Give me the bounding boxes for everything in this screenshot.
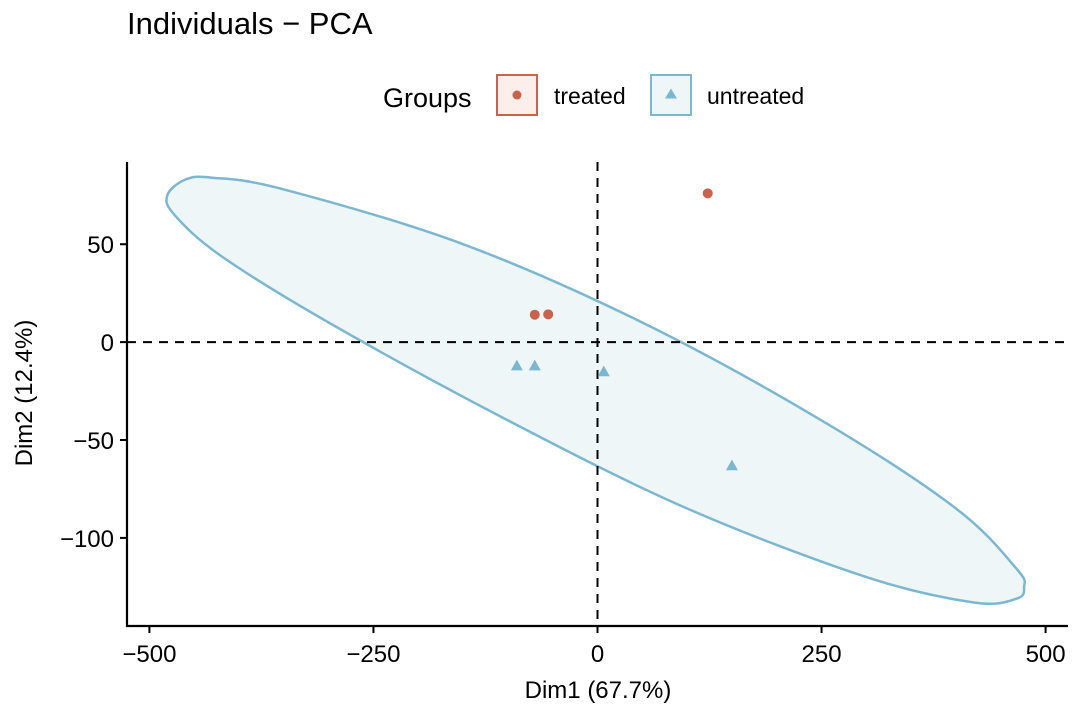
legend-label-treated: treated [554, 83, 626, 109]
y-tick-label: −100 [60, 526, 114, 553]
legend-title: Groups [383, 83, 472, 113]
y-tick-label: 0 [101, 330, 114, 357]
legend: Groups treated untreated [383, 74, 804, 116]
legend-label-untreated: untreated [707, 83, 804, 109]
legend-key-treated [496, 74, 538, 116]
point-untreated [725, 459, 738, 471]
y-tick-label: 50 [87, 232, 114, 259]
confidence-ellipse-layer [165, 175, 1027, 606]
legend-marker-treated [512, 90, 522, 100]
x-tick-label: −250 [346, 641, 400, 668]
y-tick-label: −50 [73, 428, 114, 455]
confidence-ellipse-untreated [165, 175, 1027, 606]
x-tick-label: 500 [1026, 641, 1066, 668]
reference-lines [127, 162, 1068, 626]
x-tick-label: 0 [591, 641, 604, 668]
chart-title: Individuals − PCA [127, 6, 373, 41]
axes [120, 162, 1068, 633]
point-treated [529, 309, 540, 320]
legend-marker-untreated [665, 88, 677, 99]
x-tick-label: 250 [802, 641, 842, 668]
point-untreated [510, 359, 523, 371]
point-untreated [597, 365, 610, 377]
y-axis-label: Dim2 (12.4%) [11, 320, 38, 467]
point-untreated [528, 359, 541, 371]
x-axis-label: Dim1 (67.7%) [525, 677, 672, 704]
data-points [510, 188, 738, 471]
x-tick-label: −500 [122, 641, 176, 668]
point-treated [543, 309, 554, 320]
point-treated [702, 188, 713, 199]
